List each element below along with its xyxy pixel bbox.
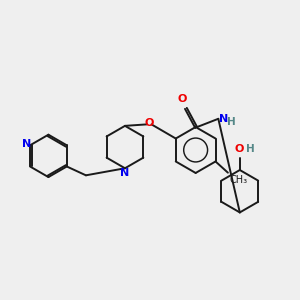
Text: CH₃: CH₃ <box>229 175 247 185</box>
Text: O: O <box>178 94 187 104</box>
Text: N: N <box>22 140 31 149</box>
Text: N: N <box>120 168 130 178</box>
Text: O: O <box>144 118 154 128</box>
Text: O: O <box>235 143 244 154</box>
Text: H: H <box>246 143 255 154</box>
Text: H: H <box>226 117 235 127</box>
Text: N: N <box>220 114 229 124</box>
